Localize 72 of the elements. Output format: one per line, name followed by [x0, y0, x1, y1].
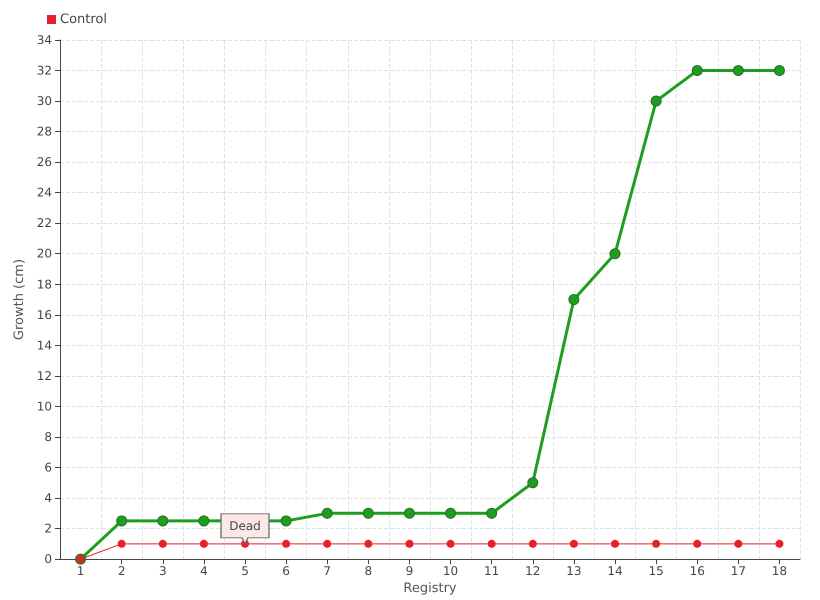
point	[734, 540, 742, 548]
x-tick-label: 17	[730, 564, 746, 578]
y-tick-label: 20	[36, 246, 52, 261]
y-tick-label: 2	[44, 522, 52, 536]
x-tick-label: 13	[566, 564, 582, 578]
x-axis-title: Registry	[403, 581, 457, 596]
point	[611, 540, 619, 548]
y-tick-label: 22	[36, 216, 52, 230]
point	[282, 540, 290, 548]
x-tick-label: 12	[525, 564, 540, 578]
y-tick-label: 32	[36, 64, 52, 78]
y-tick-label: 6	[44, 460, 52, 474]
point	[570, 540, 578, 548]
point	[200, 540, 208, 548]
x-tick-label: 18	[772, 564, 788, 578]
point	[364, 540, 372, 548]
point	[405, 540, 414, 548]
y-tick-label: 10	[36, 399, 52, 414]
point	[528, 540, 537, 548]
y-tick-label: 18	[36, 277, 52, 292]
x-tick-label: 16	[690, 564, 705, 578]
y-tick-label: 34	[36, 33, 52, 47]
point	[693, 540, 702, 548]
point	[527, 477, 538, 488]
point	[198, 515, 210, 526]
x-tick-label: 3	[158, 564, 167, 578]
point	[650, 96, 662, 107]
y-tick-label: 28	[36, 124, 52, 139]
y-tick-label: 12	[36, 368, 52, 383]
y-tick-label: 24	[36, 186, 52, 200]
x-tick-label: 2	[118, 564, 126, 578]
annotation: Dead	[229, 518, 261, 533]
y-axis-title: Growth (cm)	[12, 258, 27, 340]
point	[488, 540, 496, 548]
point	[323, 540, 332, 548]
point	[692, 65, 703, 76]
point	[158, 540, 167, 548]
point	[157, 515, 168, 526]
point	[775, 540, 784, 548]
y-tick-label: 8	[44, 430, 52, 444]
point	[568, 294, 580, 306]
y-tick-label: 0	[44, 552, 52, 566]
x-tick-label: 15	[648, 564, 664, 578]
point	[774, 65, 785, 76]
x-tick-label: 11	[484, 564, 500, 578]
x-tick-label: 1	[76, 564, 84, 578]
point	[404, 508, 415, 519]
point	[445, 508, 456, 519]
point	[732, 65, 744, 76]
x-tick-label: 14	[607, 564, 623, 578]
y-tick-label: 4	[44, 491, 52, 506]
point	[652, 540, 660, 548]
legend-label: Control	[60, 12, 107, 27]
y-tick-label: 30	[36, 94, 52, 108]
x-tick-label: 5	[241, 564, 249, 578]
y-tick-label: 16	[36, 308, 52, 322]
y-tick-label: 14	[36, 338, 52, 352]
x-tick-label: 6	[282, 564, 290, 578]
x-tick-label: 10	[442, 564, 458, 578]
point	[446, 540, 455, 548]
point	[322, 508, 333, 519]
point	[362, 508, 374, 519]
x-tick-label: 7	[323, 564, 332, 578]
x-tick-label: 9	[406, 564, 414, 578]
point	[486, 508, 498, 519]
x-tick-label: 8	[364, 564, 372, 578]
point	[280, 515, 292, 526]
point	[116, 515, 128, 526]
point	[610, 248, 620, 260]
y-tick-label: 26	[36, 155, 52, 170]
point	[118, 540, 126, 548]
x-tick-label: 4	[200, 564, 208, 578]
